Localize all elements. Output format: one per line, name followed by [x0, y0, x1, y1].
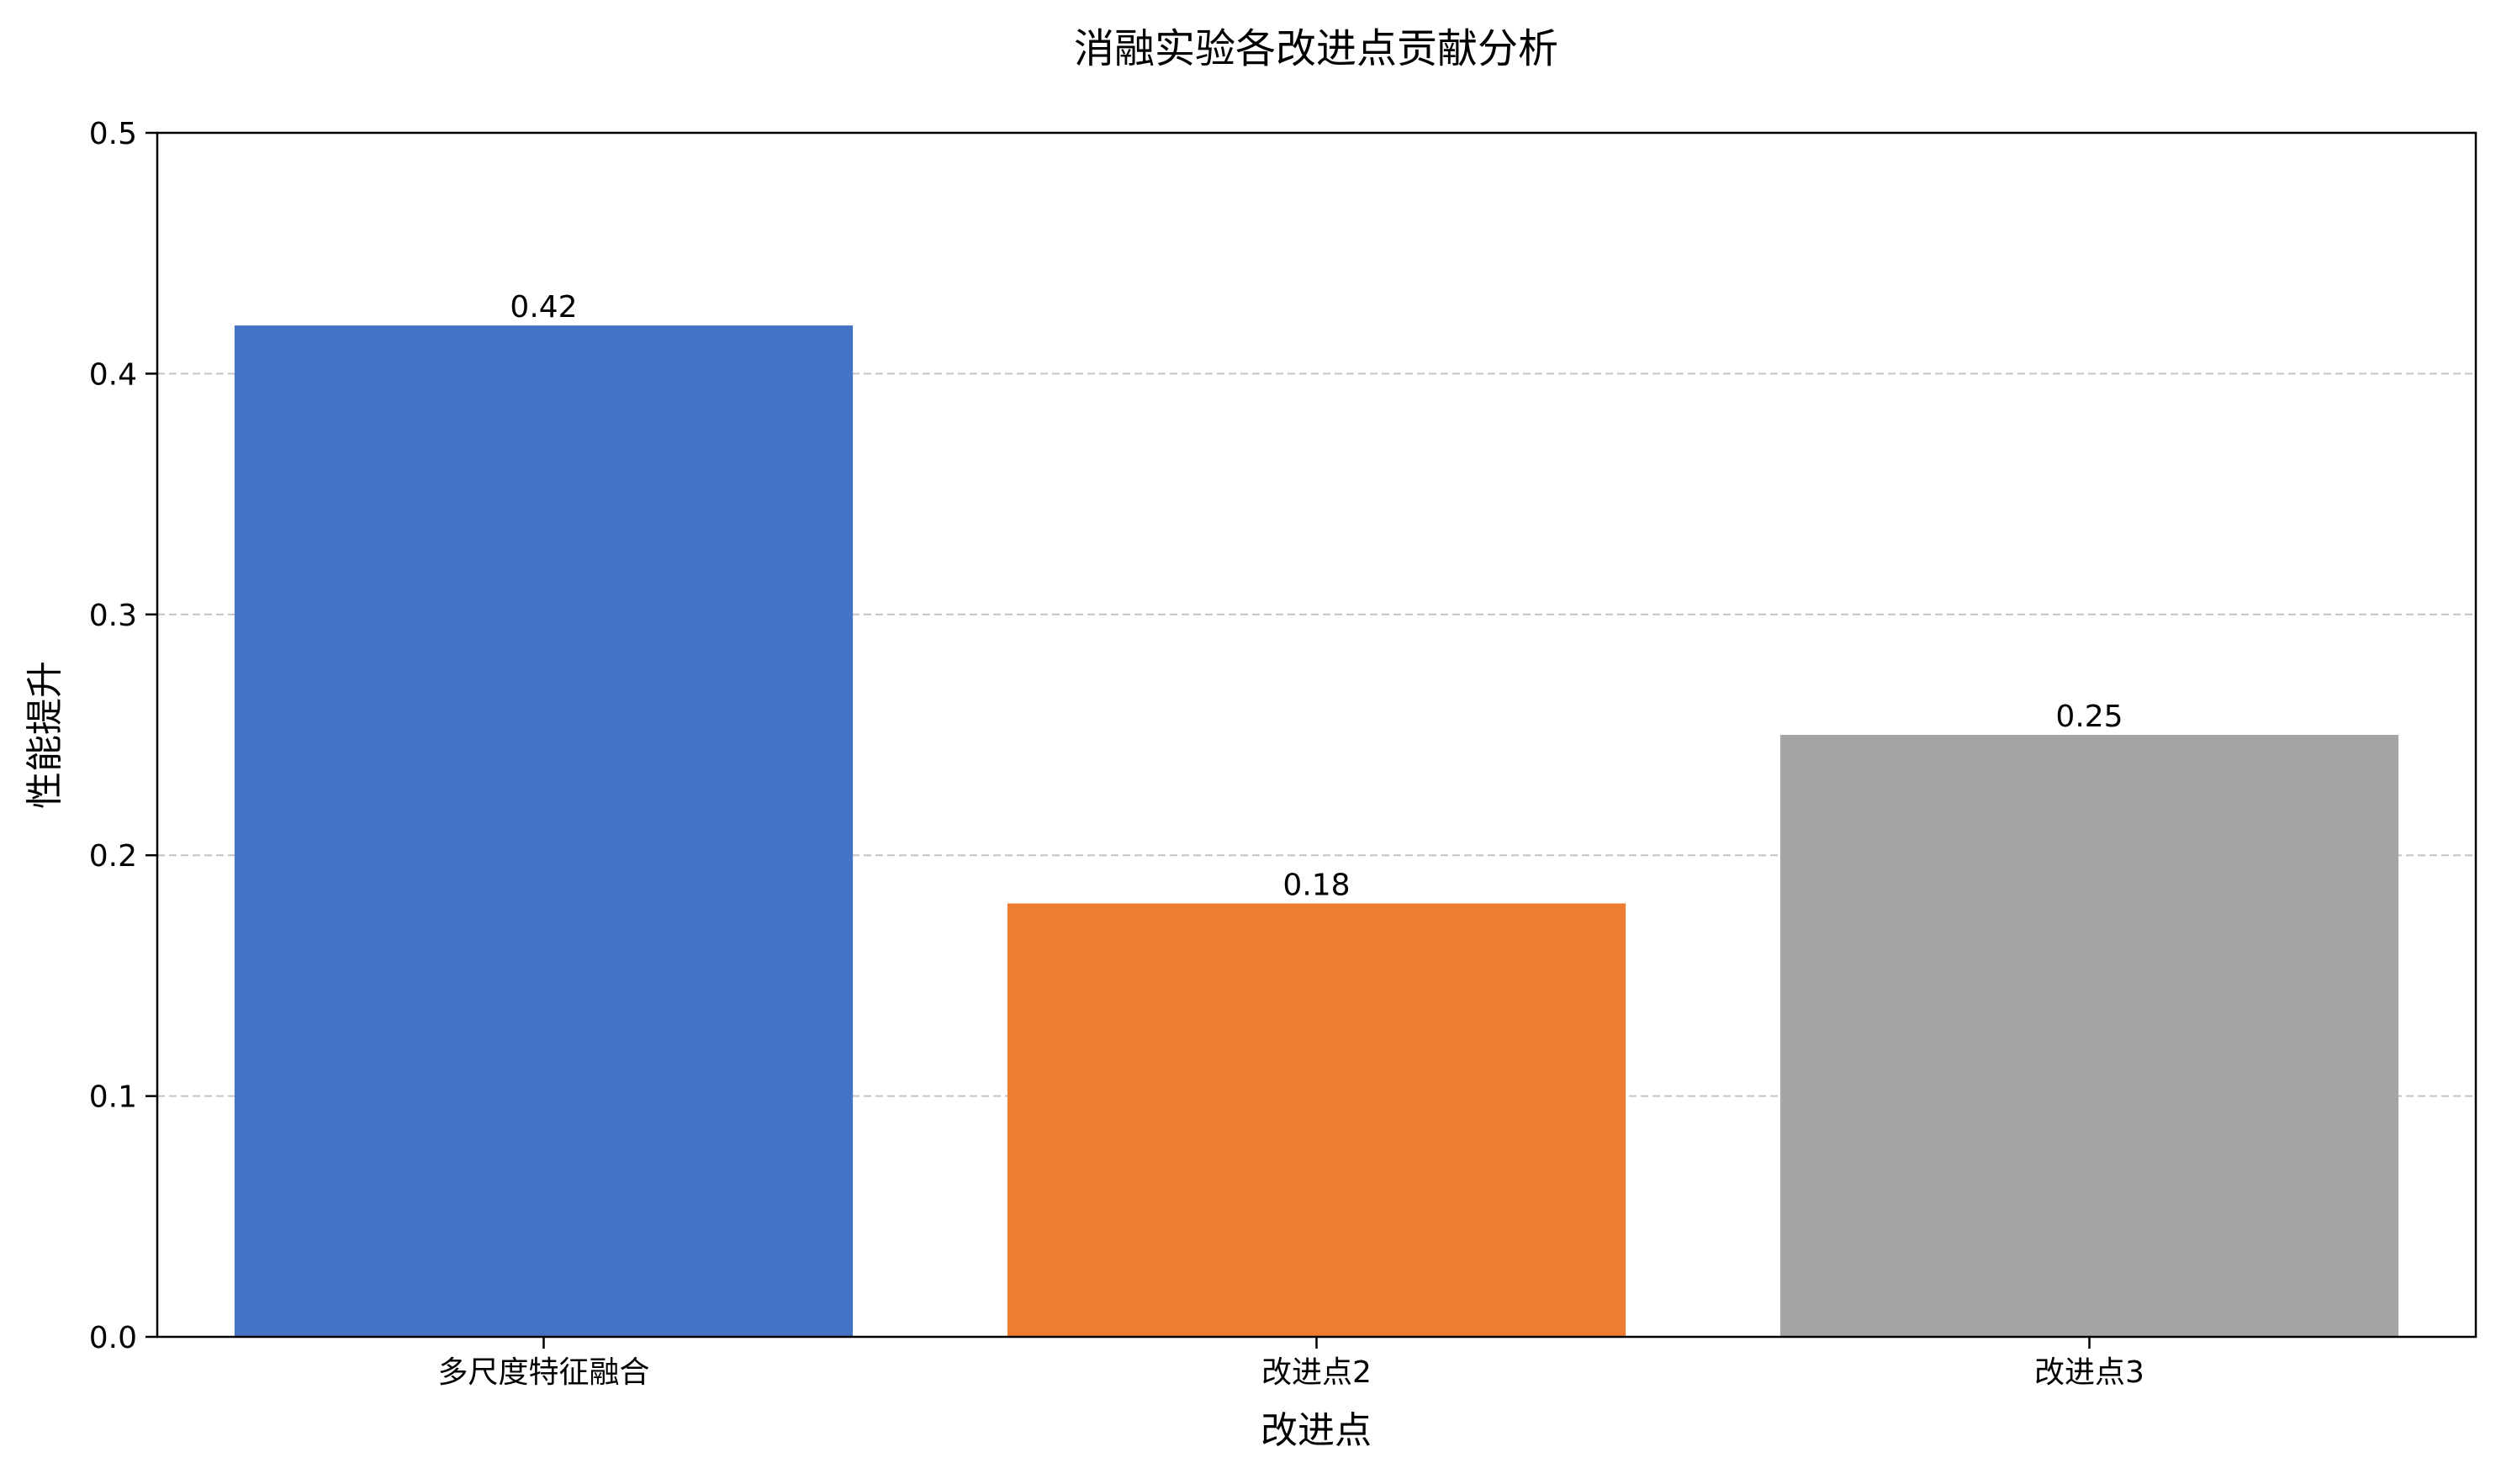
x-axis-ticks: 多尺度特征融合 改进点2 改进点3	[437, 1337, 2144, 1390]
bar-value-label: 0.18	[1282, 868, 1350, 902]
bar	[1779, 735, 2399, 1337]
y-tick-label: 0.3	[89, 599, 137, 633]
chart-title: 消融实验各改进点贡献分析	[1074, 25, 1558, 72]
bars	[234, 325, 2399, 1337]
x-tick-label: 改进点3	[2034, 1355, 2144, 1390]
x-tick-label: 多尺度特征融合	[437, 1355, 649, 1390]
y-axis-label: 性能提升	[24, 661, 66, 809]
y-tick-label: 0.5	[89, 117, 137, 151]
y-tick-label: 0.0	[89, 1321, 137, 1355]
y-axis-ticks: 0.0 0.1 0.2 0.3 0.4 0.5	[89, 117, 157, 1355]
y-tick-label: 0.1	[89, 1080, 137, 1115]
bar-value-label: 0.42	[510, 290, 577, 325]
y-tick-label: 0.4	[89, 357, 137, 392]
bar-value-label: 0.25	[2055, 700, 2123, 734]
x-axis-label: 改进点	[1261, 1409, 1372, 1452]
x-tick-label: 改进点2	[1261, 1355, 1372, 1390]
y-tick-label: 0.2	[89, 839, 137, 874]
bar	[234, 325, 854, 1337]
data-labels: 0.42 0.18 0.25	[510, 290, 2123, 902]
bar	[1007, 903, 1626, 1337]
